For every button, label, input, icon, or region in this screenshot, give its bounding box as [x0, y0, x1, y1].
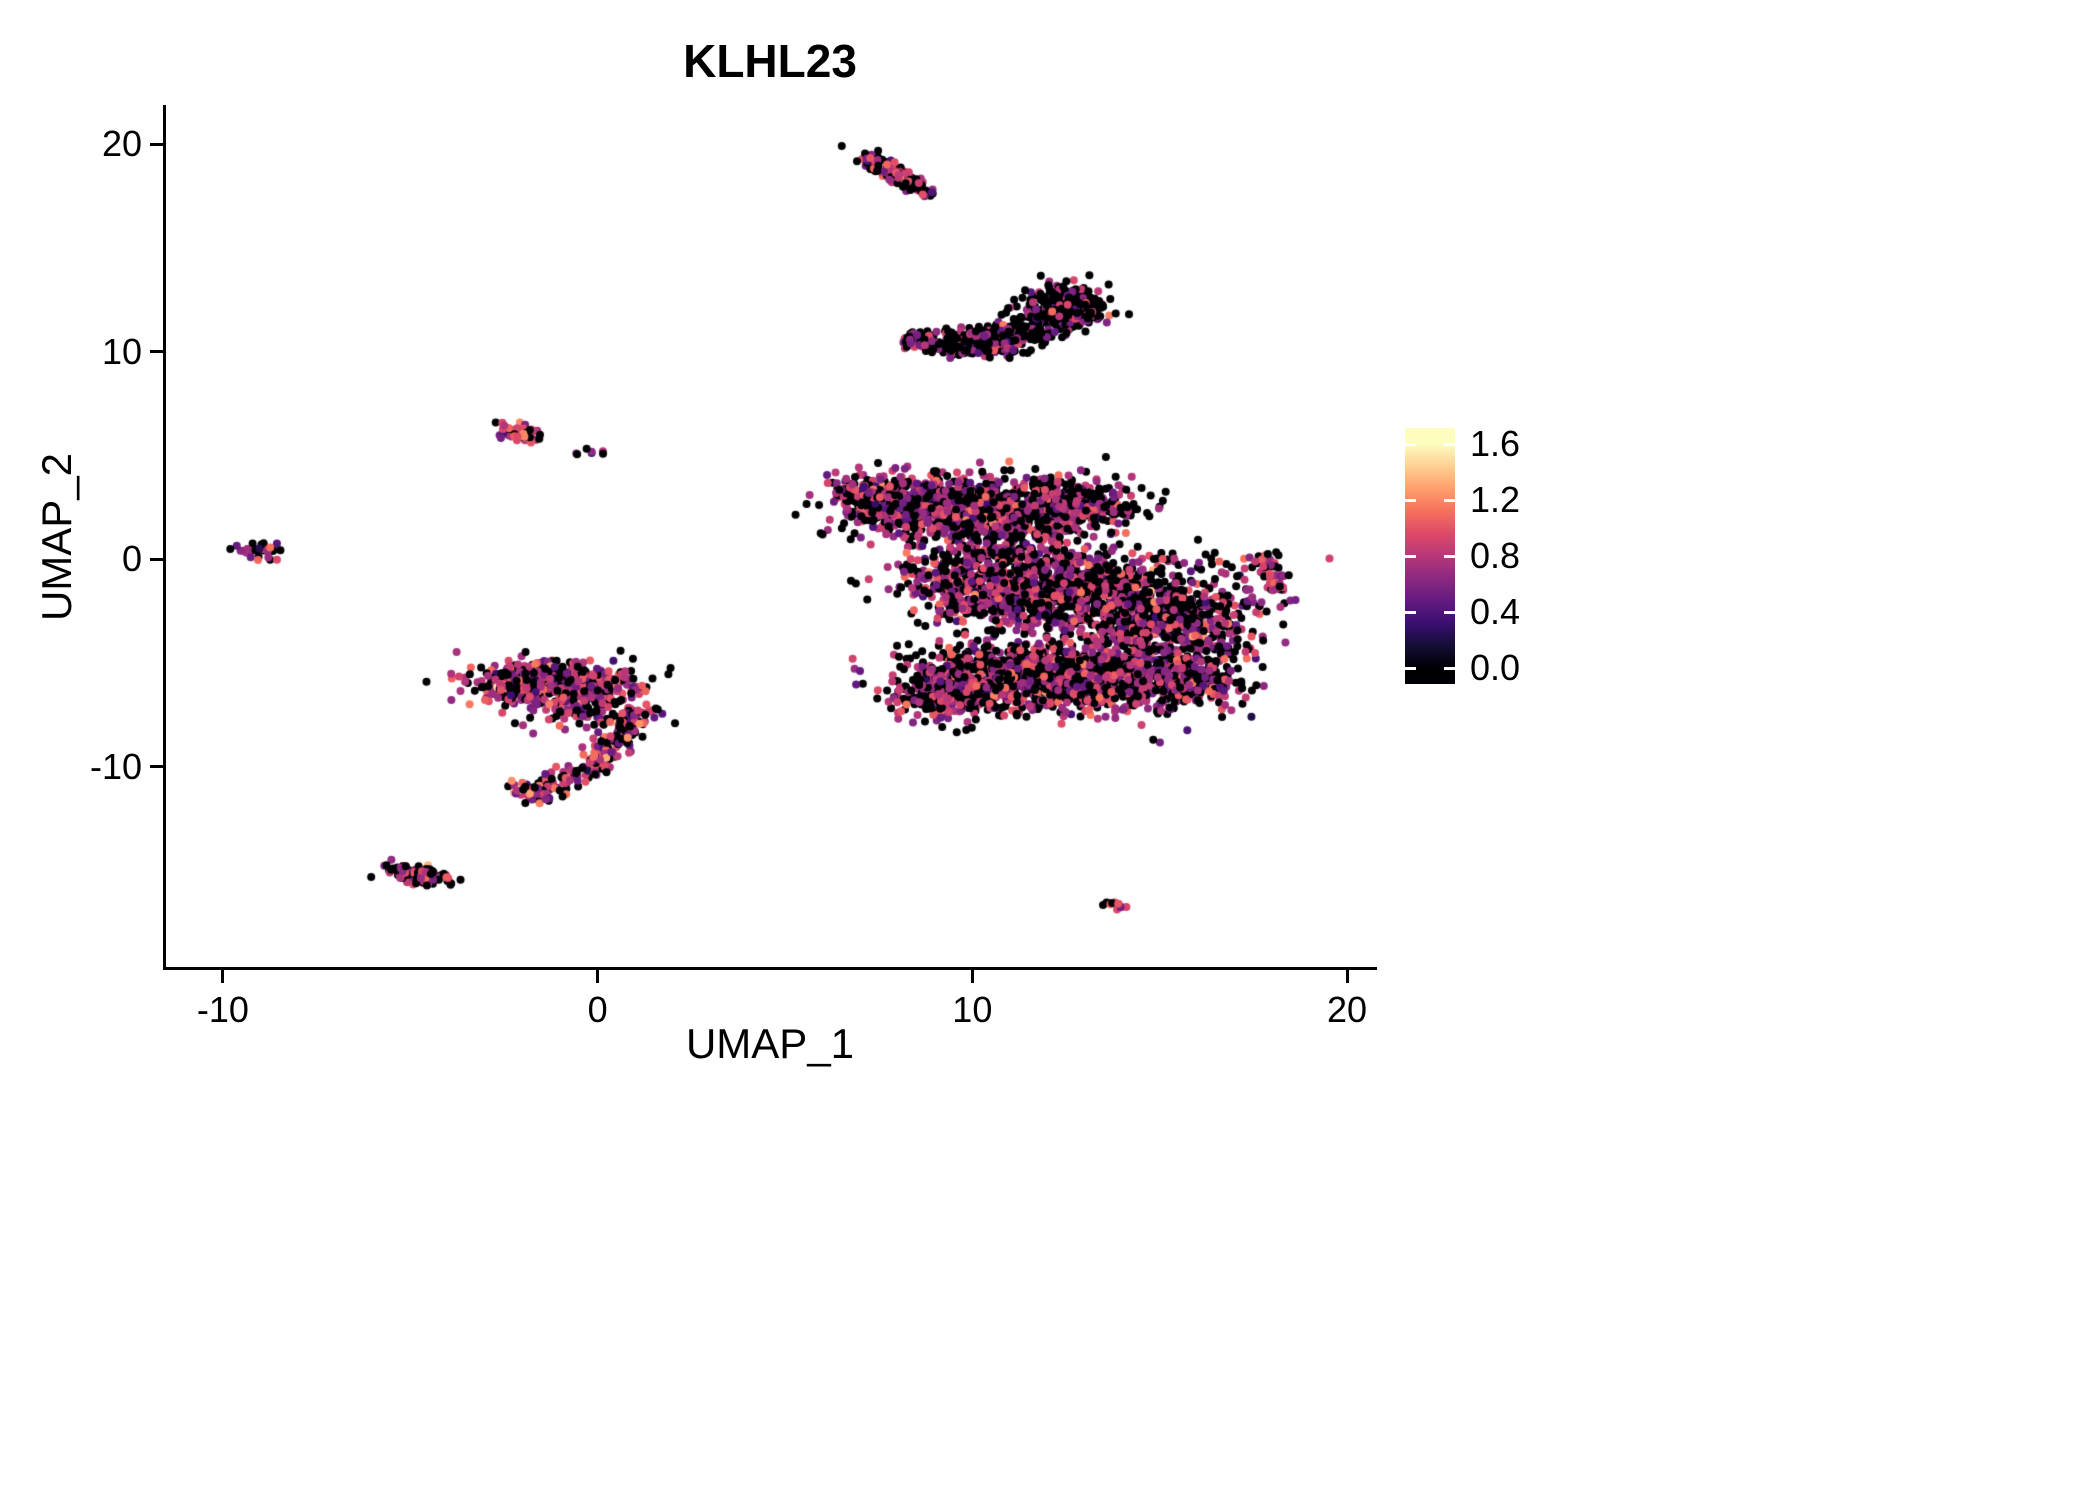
y-tick-label: 10: [101, 330, 142, 372]
colorbar-tick-mark: [1444, 666, 1455, 670]
x-axis-label: UMAP_1: [685, 1020, 855, 1067]
x-tick-mark: [970, 970, 974, 983]
colorbar-tick-label: 0.8: [1470, 535, 1521, 576]
colorbar-tick-mark: [1444, 554, 1455, 558]
colorbar-tick-mark: [1405, 498, 1416, 502]
colorbar-tick-mark: [1405, 442, 1416, 446]
y-tick-mark: [150, 350, 163, 354]
colorbar-tick-mark: [1405, 610, 1416, 614]
y-tick-label: 20: [101, 123, 142, 165]
x-tick-mark: [221, 970, 225, 983]
x-tick-label: -10: [196, 989, 249, 1030]
x-tick-label: 20: [1326, 989, 1368, 1030]
y-tick-mark: [150, 557, 163, 561]
colorbar-tick-label: 0.0: [1470, 647, 1521, 688]
x-tick-mark: [596, 970, 600, 983]
colorbar-tick-label: 1.6: [1470, 423, 1521, 464]
colorbar-tick-mark: [1405, 666, 1416, 670]
colorbar-tick-mark: [1405, 554, 1416, 558]
colorbar-tick-label: 1.2: [1470, 479, 1521, 520]
x-tick-label: 0: [587, 989, 608, 1030]
colorbar-tick-mark: [1444, 610, 1455, 614]
y-tick-label: -10: [89, 745, 142, 787]
y-tick-label: 0: [121, 538, 142, 580]
colorbar-tick-mark: [1444, 498, 1455, 502]
y-tick-mark: [150, 142, 163, 146]
colorbar-tick-mark: [1444, 442, 1455, 446]
x-tick-mark: [1345, 970, 1349, 983]
y-axis-label: UMAP_2: [33, 452, 80, 622]
y-tick-mark: [150, 765, 163, 769]
x-tick-label: 10: [952, 989, 993, 1030]
colorbar-tick-label: 0.4: [1470, 591, 1521, 632]
